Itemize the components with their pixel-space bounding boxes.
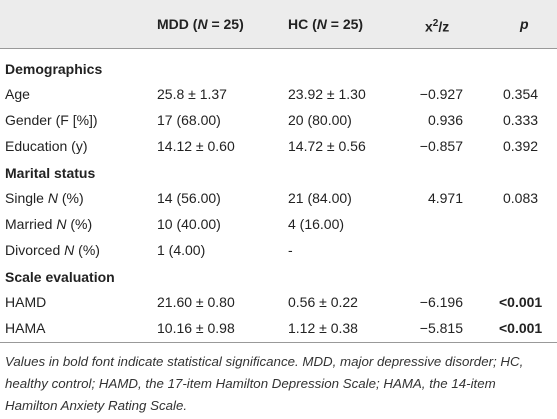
- header-text: = 25): [326, 16, 364, 32]
- label-text: HAMA: [5, 320, 46, 336]
- row-label: HAMA: [5, 319, 45, 337]
- table-cell: 14.72 ± 0.56: [288, 138, 366, 154]
- table-cell: 23.92 ± 1.30: [288, 86, 366, 102]
- row-label: Single N (%): [5, 189, 84, 207]
- table-cell: 0.333: [503, 112, 539, 128]
- row-label: Education (y): [5, 137, 87, 155]
- label-variable: N: [56, 216, 67, 232]
- section-title: Demographics: [5, 61, 103, 77]
- header-superscript: 2: [432, 18, 439, 29]
- table-cell: 10 (40.00): [157, 216, 221, 232]
- table-cell: 17 (68.00): [157, 112, 221, 128]
- header-variable: p: [520, 16, 529, 32]
- label-unit: (%): [61, 190, 84, 206]
- header-text: x: [425, 18, 433, 35]
- label-text: HAMD: [5, 294, 47, 310]
- label-unit: (%): [70, 216, 93, 232]
- header-text: = 25): [207, 16, 244, 32]
- row-label: HAMD: [5, 293, 46, 311]
- header-background: [0, 0, 557, 49]
- table-cell: 14.12 ± 0.60: [157, 138, 235, 154]
- table-cell: 1.12 ± 0.38: [288, 320, 358, 336]
- section-title: Scale evaluation: [5, 269, 115, 285]
- table-cell: −0.857: [419, 138, 463, 154]
- table-cell: 0.936: [427, 112, 463, 128]
- label-variable: N: [47, 190, 58, 206]
- label-unit: (%): [78, 242, 100, 258]
- column-header: x2/z: [425, 15, 449, 36]
- table-cell: 21 (84.00): [288, 190, 352, 206]
- column-header: p: [520, 15, 529, 33]
- table-cell: −5.815: [419, 320, 463, 336]
- header-variable: N: [197, 16, 208, 32]
- table-cell: 21.60 ± 0.80: [157, 294, 235, 310]
- header-text: /z: [438, 18, 450, 35]
- label-text: Education (y): [5, 138, 88, 154]
- table-cell: 0.354: [503, 86, 539, 102]
- label-text: Gender (F [%]): [5, 112, 98, 128]
- table-cell: −6.196: [419, 294, 463, 310]
- table-cell: 0.083: [503, 190, 539, 206]
- table-cell: <0.001: [499, 320, 543, 336]
- label-text: Age: [5, 86, 30, 102]
- table-cell: 14 (56.00): [157, 190, 221, 206]
- table-cell: 0.56 ± 0.22: [288, 294, 358, 310]
- table-cell: <0.001: [499, 294, 543, 310]
- row-label: Gender (F [%]): [5, 111, 98, 129]
- label-text: Divorced: [5, 242, 61, 258]
- bottom-rule: [0, 342, 557, 343]
- column-header: HC (N = 25): [288, 15, 363, 33]
- row-label: Age: [5, 85, 30, 103]
- table-cell: -: [288, 242, 293, 258]
- table-cell: 10.16 ± 0.98: [157, 320, 235, 336]
- label-variable: N: [64, 242, 75, 258]
- table-cell: 0.392: [503, 138, 539, 154]
- header-text: HC (: [288, 16, 317, 32]
- row-label: Divorced N (%): [5, 241, 100, 259]
- header-variable: N: [316, 16, 327, 32]
- table-cell: −0.927: [419, 86, 463, 102]
- table-cell: 25.8 ± 1.37: [157, 86, 227, 102]
- column-header: MDD (N = 25): [157, 15, 244, 33]
- label-text: Single: [5, 190, 44, 206]
- label-text: Married: [5, 216, 53, 232]
- table-cell: 4.971: [427, 190, 463, 206]
- table-cell: 4 (16.00): [288, 216, 345, 232]
- table-cell: 20 (80.00): [288, 112, 352, 128]
- footnote: Values in bold font indicate statistical…: [5, 354, 524, 413]
- table-cell: 1 (4.00): [157, 242, 206, 258]
- header-text: MDD (: [157, 16, 198, 32]
- section-title: Marital status: [5, 165, 96, 181]
- row-label: Married N (%): [5, 215, 92, 233]
